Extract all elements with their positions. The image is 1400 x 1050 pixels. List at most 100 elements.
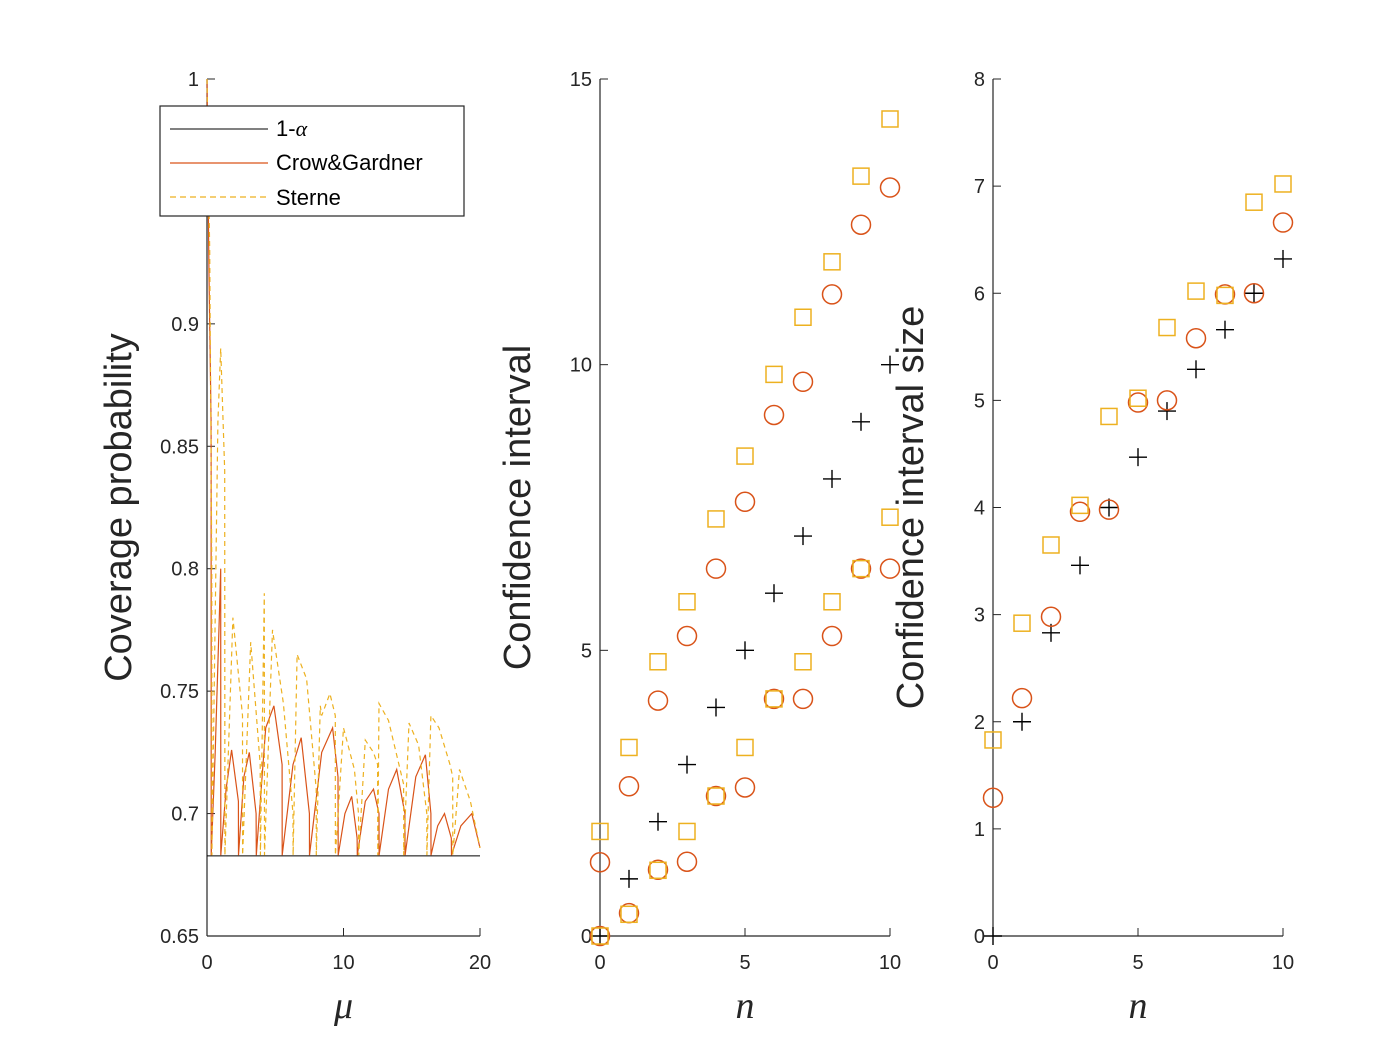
marker-circle-crow-gardner-upper [705, 558, 727, 579]
marker-circle-crow-gardner-lower [879, 558, 901, 579]
marker-circle-crow-gardner-upper [618, 776, 640, 797]
marker-square-sterne [1245, 193, 1263, 211]
marker-circle-crow-gardner [1098, 499, 1120, 520]
marker-circle-crow-gardner-lower [763, 688, 785, 710]
y-tick-label: 2 [974, 712, 985, 734]
marker-square-sterne-lower [620, 905, 638, 924]
marker-circle-crow-gardner-upper [792, 371, 814, 393]
marker-plus-n [649, 812, 667, 831]
marker-plus-n [852, 412, 870, 431]
x-tick-label: 0 [987, 952, 998, 974]
marker-plus-n [678, 755, 696, 774]
y-tick-label: 5 [974, 390, 985, 412]
marker-plus-2-sqrt-n- [1187, 360, 1205, 379]
marker-square-sterne-upper [591, 822, 609, 841]
marker-circle-crow-gardner-lower [589, 925, 611, 947]
marker-square-sterne-upper [707, 510, 725, 528]
marker-square-sterne [1274, 175, 1292, 193]
marker-plus-2-sqrt-n- [1100, 498, 1118, 517]
marker-circle-crow-gardner [1185, 327, 1207, 349]
marker-circle-crow-gardner-lower [821, 625, 843, 647]
marker-circle-crow-gardner [1272, 212, 1294, 233]
legend-box [159, 105, 465, 217]
y-tick-label: 5 [581, 640, 592, 662]
x-tick-label: 5 [739, 952, 750, 974]
marker-circle-crow-gardner-upper [589, 852, 611, 873]
y-axis-label: Confidence interval size [890, 306, 932, 709]
marker-square-sterne-upper [765, 365, 783, 384]
y-tick-label: 0.7 [171, 804, 199, 826]
marker-square-sterne-upper [794, 308, 812, 326]
marker-square-sterne [1013, 614, 1031, 632]
marker-square-sterne-lower [765, 690, 783, 708]
marker-square-sterne [984, 731, 1002, 749]
marker-square-sterne-lower [881, 508, 899, 526]
series-line-crow-gardner [206, 78, 481, 856]
marker-square-sterne-upper [852, 167, 870, 185]
x-tick-label: 20 [469, 952, 491, 974]
marker-circle-crow-gardner-upper [676, 625, 698, 647]
marker-circle-crow-gardner [1156, 390, 1178, 411]
y-tick-label: 15 [570, 69, 592, 91]
x-tick-label: 10 [1272, 952, 1294, 974]
marker-square-sterne [1187, 282, 1205, 300]
marker-plus-2-sqrt-n- [1216, 320, 1234, 339]
y-tick-label: 0 [581, 926, 592, 948]
marker-circle-crow-gardner [1243, 283, 1265, 304]
marker-square-sterne-upper [678, 593, 696, 611]
marker-square-sterne-lower [678, 822, 696, 841]
y-tick-label: 0.75 [160, 681, 199, 703]
y-axis-label: Coverage probability [98, 333, 140, 682]
marker-plus-2-sqrt-n- [984, 927, 1002, 945]
marker-plus-n [794, 527, 812, 546]
marker-plus-2-sqrt-n- [1129, 448, 1147, 467]
marker-square-sterne [1042, 536, 1060, 554]
y-tick-label: 0.8 [171, 559, 199, 581]
marker-plus-n [707, 698, 725, 717]
x-tick-label: 0 [201, 952, 212, 974]
marker-square-sterne-lower [707, 787, 725, 805]
subplot-3: 0 5 10 0 1 2 3 4 5 6 7 8 n Confidence interval size [890, 69, 1294, 1027]
marker-square-sterne-upper [620, 738, 638, 757]
marker-plus-2-sqrt-n- [1158, 402, 1176, 421]
marker-circle-crow-gardner-lower [647, 859, 669, 880]
marker-circle-crow-gardner-lower [734, 777, 756, 798]
marker-plus-2-sqrt-n- [1245, 284, 1263, 303]
marker-square-sterne-upper [736, 447, 754, 465]
marker-circle-crow-gardner [1127, 392, 1149, 413]
legend-label-sterne: Sterne [276, 185, 341, 210]
marker-plus-n [823, 469, 841, 488]
x-tick-label: 0 [594, 952, 605, 974]
marker-square-sterne [1216, 286, 1234, 305]
y-tick-label: 4 [974, 498, 985, 520]
marker-circle-crow-gardner-upper [879, 177, 901, 198]
y-tick-label: 1 [974, 819, 985, 841]
marker-circle-crow-gardner-upper [821, 284, 843, 305]
marker-square-sterne-upper [881, 110, 899, 128]
marker-square-sterne-lower [649, 861, 667, 880]
y-tick-label: 0 [974, 926, 985, 948]
marker-plus-2-sqrt-n- [1013, 712, 1031, 731]
x-tick-label: 10 [332, 952, 354, 974]
marker-circle-crow-gardner-upper [647, 690, 669, 711]
y-tick-label: 0.85 [160, 436, 199, 458]
marker-plus-n [591, 927, 609, 945]
marker-plus-n [736, 641, 754, 660]
marker-circle-crow-gardner-lower [792, 688, 814, 710]
marker-circle-crow-gardner [1040, 606, 1062, 628]
series-line-sterne [206, 78, 481, 856]
y-tick-label: 0.65 [160, 926, 199, 948]
marker-plus-n [881, 355, 899, 374]
y-tick-label: 3 [974, 605, 985, 627]
legend-label-1-alpha: 1-α [276, 116, 308, 141]
x-tick-label: 5 [1132, 952, 1143, 974]
x-axis-label: n [736, 985, 755, 1027]
marker-square-sterne-upper [649, 653, 667, 671]
legend: 1-α Crow&Gardner Sterne [159, 105, 465, 217]
y-tick-label: 6 [974, 283, 985, 305]
marker-square-sterne [1100, 407, 1118, 426]
marker-plus-n [765, 584, 783, 603]
